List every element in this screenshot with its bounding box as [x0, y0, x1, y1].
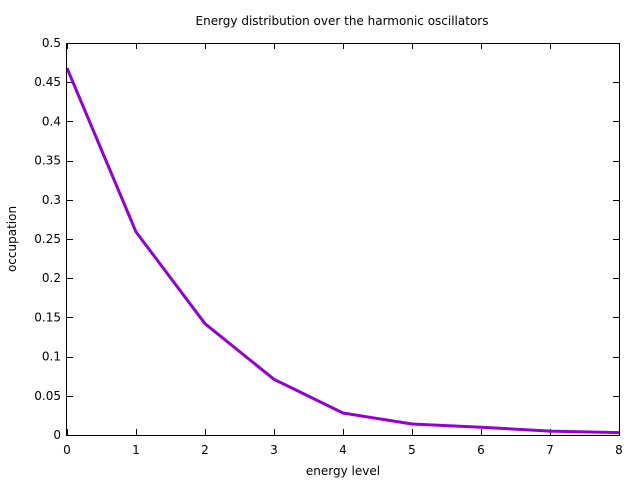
- x-tick-label: 6: [477, 443, 485, 457]
- x-tick-label: 8: [615, 443, 623, 457]
- y-tick-label: 0.05: [34, 389, 61, 403]
- chart-title: Energy distribution over the harmonic os…: [196, 14, 489, 28]
- y-tick-label: 0.1: [42, 350, 61, 364]
- y-tick-label: 0.2: [42, 271, 61, 285]
- x-tick-label: 5: [408, 443, 416, 457]
- x-tick-label: 0: [63, 443, 71, 457]
- x-tick-label: 1: [132, 443, 140, 457]
- y-tick-label: 0.4: [42, 114, 61, 128]
- series-group: [65, 67, 620, 435]
- y-axis: 0 0.05 0.1 0.15 0.2 0.25 0.3 0.35 0.4 0.45 0.5: [34, 36, 619, 442]
- y-tick-label: 0.15: [34, 310, 61, 324]
- y-axis-label: occupation: [5, 206, 19, 272]
- y-tick-label: 0: [53, 428, 61, 442]
- series-line: [65, 67, 620, 435]
- plot-frame: [66, 43, 620, 436]
- y-tick-label: 0.3: [42, 193, 61, 207]
- y-tick-label: 0.35: [34, 154, 61, 168]
- x-axis-label: energy level: [306, 464, 380, 478]
- x-tick-label: 3: [270, 443, 278, 457]
- y-tick-label: 0.25: [34, 232, 61, 246]
- x-tick-label: 7: [546, 443, 554, 457]
- y-tick-label: 0.45: [34, 75, 61, 89]
- x-axis: 0 1 2 3 4 5 6 7 8: [63, 43, 623, 457]
- y-tick-label: 0.5: [42, 36, 61, 50]
- x-tick-label: 2: [201, 443, 209, 457]
- x-tick-label: 4: [339, 443, 347, 457]
